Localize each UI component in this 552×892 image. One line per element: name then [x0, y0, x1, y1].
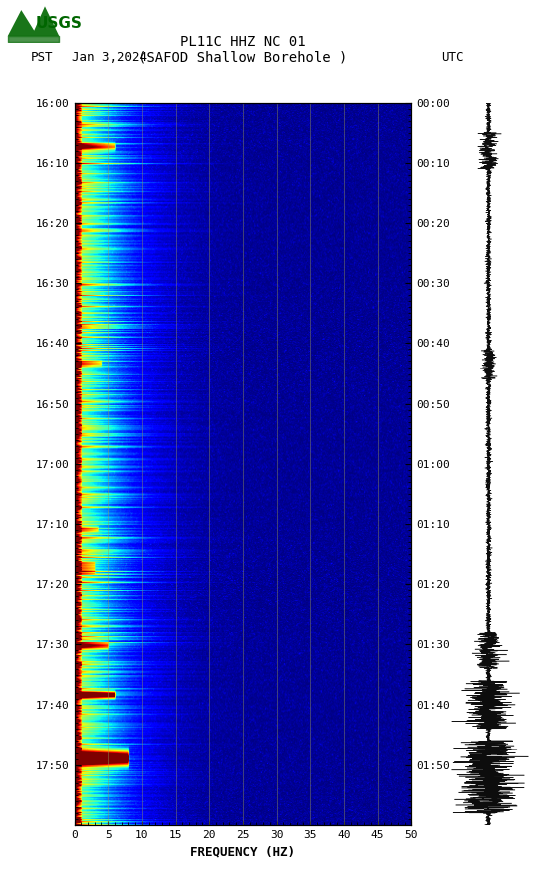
- Text: UTC: UTC: [442, 52, 464, 64]
- Text: Jan 3,2024: Jan 3,2024: [72, 52, 147, 64]
- Text: PST: PST: [30, 52, 53, 64]
- Polygon shape: [8, 6, 60, 37]
- Text: PL11C HHZ NC 01: PL11C HHZ NC 01: [180, 35, 306, 49]
- Text: (SAFOD Shallow Borehole ): (SAFOD Shallow Borehole ): [138, 51, 348, 65]
- Text: USGS: USGS: [36, 16, 83, 30]
- X-axis label: FREQUENCY (HZ): FREQUENCY (HZ): [190, 846, 295, 858]
